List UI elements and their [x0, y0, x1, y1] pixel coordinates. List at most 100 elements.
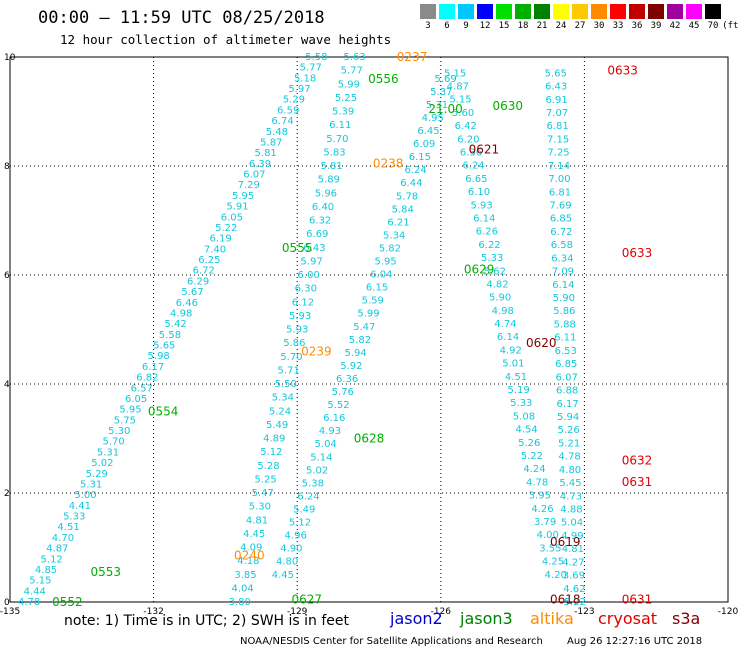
swh-value: 5.08: [513, 411, 535, 422]
swh-value: 4.24: [523, 464, 545, 475]
x-tick-label: -123: [574, 607, 594, 617]
pass-label: 0553: [90, 565, 121, 579]
scale-label-30: 30: [593, 21, 605, 31]
swh-value: 5.26: [557, 425, 579, 436]
swh-value: 5.12: [41, 554, 63, 565]
swh-value: 4.04: [231, 583, 253, 594]
swh-value: 4.70: [52, 533, 74, 544]
swh-value: 6.44: [400, 178, 422, 189]
swh-value: 5.58: [305, 52, 327, 63]
swh-value: 4.41: [69, 501, 91, 512]
swh-value: 5.88: [554, 319, 576, 330]
swh-value: 4.27: [562, 557, 584, 568]
swh-value: 7.09: [552, 267, 574, 278]
legend-jason3: jason3: [460, 609, 513, 628]
swh-value: 5.52: [327, 400, 349, 411]
swh-value: 5.97: [300, 256, 322, 267]
swh-value: 6.72: [550, 227, 572, 238]
scale-label-36: 36: [631, 21, 643, 31]
swh-value: 6.42: [455, 121, 477, 132]
scale-swatch-21: [534, 4, 550, 19]
swh-value: 6.40: [312, 202, 334, 213]
pass-label: 0633: [607, 64, 638, 78]
swh-value: 6.20: [457, 134, 479, 145]
swh-value: 4.98: [492, 306, 514, 317]
units-note: note: 1) Time is in UTC; 2) SWH is in fe…: [64, 613, 350, 629]
swh-value: 6.26: [476, 227, 498, 238]
scale-swatch-70: [705, 4, 721, 19]
swh-value: 6.15: [366, 283, 388, 294]
scale-label-70: 70: [707, 21, 719, 31]
pass-label: 0631: [622, 592, 653, 606]
swh-value: 5.18: [294, 73, 316, 84]
swh-value: 5.97: [288, 84, 310, 95]
swh-value: 4.78: [18, 597, 40, 608]
swh-value: 6.53: [555, 346, 577, 357]
x-tick-label: -126: [431, 607, 452, 617]
swh-value: 5.94: [345, 348, 367, 359]
swh-value: 5.76: [332, 387, 354, 398]
scale-swatch-27: [572, 4, 588, 19]
swh-value: 5.15: [29, 576, 51, 587]
swh-value: 6.14: [552, 280, 574, 291]
swh-value: 6.14: [497, 332, 519, 343]
swh-value: 4.90: [280, 544, 302, 555]
swh-value: 4.80: [559, 465, 581, 476]
swh-value: 4.99: [561, 531, 583, 542]
scale-swatch-33: [610, 4, 626, 19]
swh-value: 6.81: [549, 187, 571, 198]
y-tick-label: 8: [4, 162, 10, 172]
pass-label: 0629: [464, 263, 495, 277]
pass-label: 0240: [234, 549, 265, 563]
pass-label: 0554: [148, 404, 179, 418]
swh-value: 5.67: [181, 287, 203, 298]
swh-value: 6.69: [306, 229, 328, 240]
pass-label: 0633: [622, 246, 653, 260]
swh-value: 4.00: [537, 530, 559, 541]
scale-label-9: 9: [463, 21, 469, 31]
swh-value: 6.05: [125, 394, 147, 405]
swh-value: 6.21: [387, 217, 409, 228]
swh-value: 7.25: [547, 148, 569, 159]
swh-value: 4.51: [57, 522, 79, 533]
x-tick-label: -132: [143, 607, 163, 617]
swh-value: 5.93: [286, 325, 308, 336]
swh-value: 6.74: [271, 116, 293, 127]
swh-value: 6.65: [465, 174, 487, 185]
pass-label: 0628: [354, 432, 385, 446]
swh-value: 5.95: [232, 191, 254, 202]
scale-swatch-15: [496, 4, 512, 19]
pass-label: 0621: [469, 143, 500, 157]
swh-value: 5.81: [255, 148, 277, 159]
scale-swatch-6: [439, 4, 455, 19]
swh-value: 5.04: [561, 518, 583, 529]
swh-value: 4.20: [545, 570, 567, 581]
swh-value: 6.72: [193, 266, 215, 277]
swh-value: 6.24: [297, 491, 319, 502]
swh-value: 5.70: [326, 134, 348, 145]
swh-value: 6.11: [329, 120, 351, 131]
swh-value: 5.77: [341, 66, 363, 77]
swh-value: 4.54: [515, 425, 537, 436]
swh-value: 6.10: [468, 187, 490, 198]
swh-value: 6.58: [551, 240, 573, 251]
swh-value: 6.19: [209, 234, 231, 245]
swh-value: 5.86: [283, 338, 305, 349]
swh-value: 6.07: [556, 372, 578, 383]
swh-value: 6.22: [478, 240, 500, 251]
swh-value: 5.92: [340, 361, 362, 372]
swh-value: 7.15: [547, 134, 569, 145]
scale-unit: (ft): [722, 21, 740, 31]
swh-value: 4.74: [494, 319, 516, 330]
swh-value: 5.31: [80, 479, 102, 490]
y-tick-label: 2: [4, 489, 10, 499]
swh-value: 5.81: [321, 161, 343, 172]
pass-label: 0632: [622, 453, 653, 467]
scale-label-27: 27: [574, 21, 586, 31]
swh-value: 5.99: [357, 309, 379, 320]
swh-value: 5.90: [553, 293, 575, 304]
swh-value: 5.29: [86, 469, 108, 480]
swh-value: 7.40: [204, 244, 226, 255]
swh-value: 6.85: [555, 359, 577, 370]
